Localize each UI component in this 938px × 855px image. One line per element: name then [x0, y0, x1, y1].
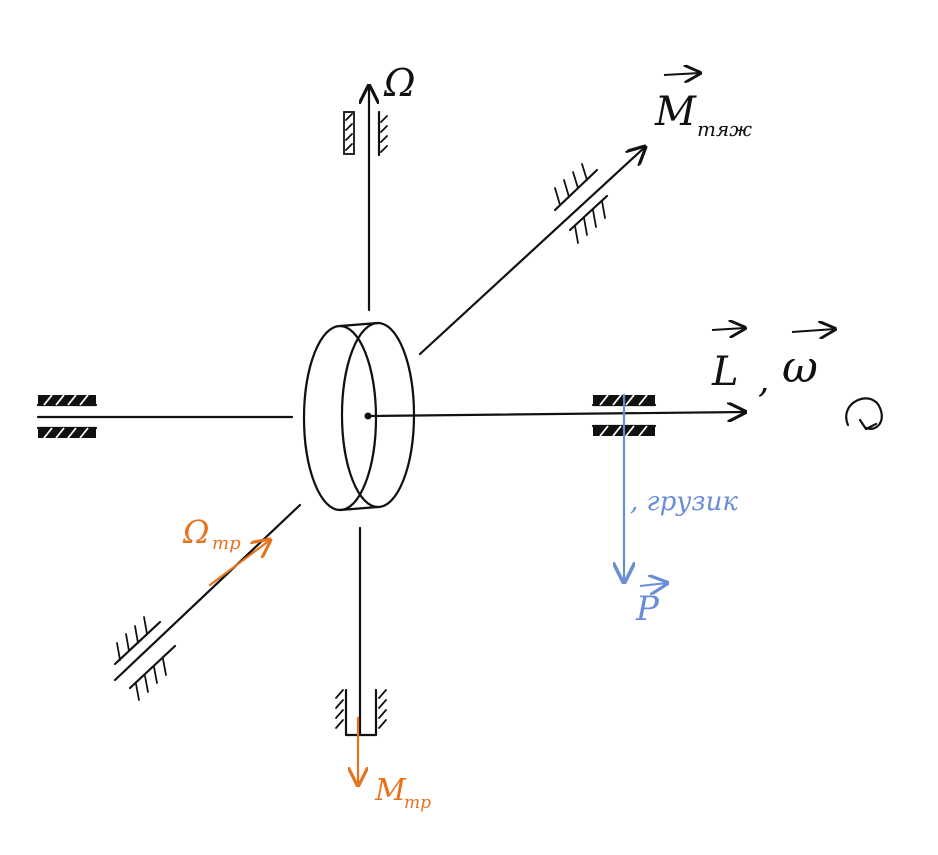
vector-arrow-l — [711, 328, 745, 330]
omega-tr-label: Ω — [182, 513, 210, 551]
diagonal-axis-upper — [418, 147, 645, 356]
vector-arrow-w — [791, 329, 835, 332]
m-tyazh-label: M — [654, 89, 697, 135]
horizontal-axis-right — [366, 394, 745, 437]
omega-label: Ω — [383, 61, 416, 105]
l-label: L — [711, 349, 739, 395]
horizontal-axis-left — [36, 394, 294, 439]
diagonal-axis-lower — [113, 503, 302, 701]
vertical-axis-up — [343, 86, 388, 312]
p-label: P — [635, 589, 660, 629]
gruzik-label: , грузик — [630, 487, 738, 517]
vector-arrow-m — [663, 73, 700, 75]
m-tr-label: M — [374, 773, 407, 808]
l-comma: , — [758, 360, 769, 401]
vertical-axis-down — [335, 526, 387, 737]
rotation-arrow-icon — [845, 397, 883, 431]
m-tr-subscript: тр — [404, 793, 431, 813]
omega-tr-arrow — [208, 540, 270, 587]
vector-arrow-p — [639, 583, 667, 586]
w-label: ω — [782, 342, 818, 393]
omega-tr-subscript: тр — [212, 533, 241, 554]
m-tyazh-subscript: тяж — [697, 117, 752, 141]
